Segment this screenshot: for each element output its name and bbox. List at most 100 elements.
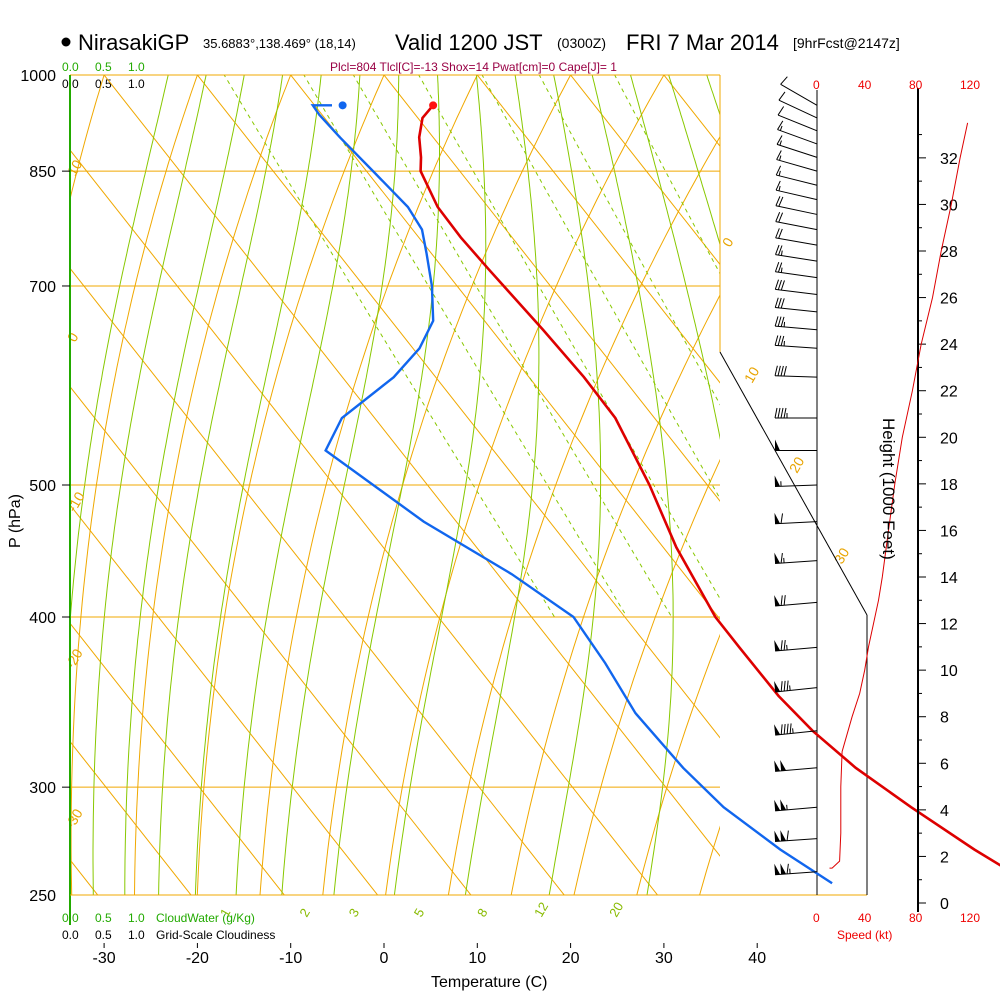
forecast-info: [9hrFcst@2147z]	[793, 35, 900, 51]
moist-adiabat	[235, 75, 361, 895]
height-tick-label: 6	[940, 756, 949, 773]
temp-tick-label: 40	[748, 950, 766, 967]
y-axis-title: P (hPa)	[7, 494, 24, 548]
dry-adiabat	[573, 458, 720, 895]
barb-full	[776, 135, 783, 145]
barb-full	[774, 261, 780, 272]
barb-full	[786, 863, 789, 874]
barb-half	[779, 125, 783, 131]
barb-full	[778, 212, 784, 223]
wind-barb	[774, 297, 818, 313]
dry-adiabat	[70, 75, 198, 895]
barb-pennant	[780, 830, 787, 842]
barb-half	[778, 185, 781, 191]
barb-full	[780, 513, 784, 524]
barb-staff	[775, 560, 818, 565]
barb-half	[789, 685, 791, 691]
legend-green-0: 0.0	[62, 60, 79, 74]
barb-full	[777, 365, 781, 376]
moist-adiabat	[668, 75, 720, 247]
barb-half	[779, 140, 782, 146]
barb-full	[780, 407, 784, 419]
dry-adiabat	[636, 633, 720, 895]
speed-tick-bottom: 80	[909, 911, 923, 925]
barb-staff	[775, 730, 818, 736]
mixing-ratio-line	[418, 75, 720, 600]
temp-tick-label: -20	[186, 950, 209, 967]
station-dot-icon	[61, 37, 71, 47]
isotherm-label: 30	[831, 545, 853, 567]
barb-staff	[775, 484, 818, 487]
speed-tick-top: 80	[909, 78, 923, 92]
barb-full	[778, 196, 784, 207]
speed-tick-top: 40	[858, 78, 872, 92]
station-coords: 35.6883°,138.469° (18,14)	[203, 36, 356, 51]
isotherm-line	[70, 267, 565, 895]
barb-pennant	[774, 760, 781, 772]
bottom-legend-green-1: 0.5	[95, 911, 112, 925]
grid-clip	[70, 75, 720, 895]
barb-staff	[776, 143, 818, 158]
speed-axis-title: Speed (kt)	[837, 928, 892, 942]
barb-full	[777, 407, 781, 419]
wind-barb	[774, 365, 818, 378]
temp-tick-label: -30	[93, 950, 116, 967]
barb-half	[780, 250, 783, 256]
barb-staff	[777, 129, 818, 145]
temperature-curve	[417, 104, 1000, 867]
height-tick-label: 26	[940, 291, 958, 308]
pressure-tick-label: 850	[29, 164, 56, 181]
height-tick-label: 22	[940, 384, 958, 401]
height-axis-title: Height (1000 Feet)	[879, 418, 898, 560]
barb-pennant	[774, 863, 781, 875]
barb-pennant	[774, 799, 781, 811]
barb-full	[775, 165, 782, 176]
moist-adiabat	[124, 75, 245, 895]
valid-time: Valid 1200 JST	[395, 30, 543, 55]
valid-utc: (0300Z)	[557, 35, 606, 51]
dry-adiabat	[322, 75, 572, 895]
legend-black-1: 0.5	[95, 77, 112, 91]
mixing-ratio-line	[481, 75, 720, 500]
height-tick-label: 18	[940, 477, 958, 494]
height-tick-label: 16	[940, 523, 958, 540]
isotherm-line	[383, 75, 720, 502]
height-tick-label: 14	[940, 570, 958, 587]
barb-pennant	[775, 439, 780, 451]
barb-staff	[775, 189, 818, 201]
isotherm-label: 10	[741, 364, 763, 386]
barb-pennant	[774, 552, 781, 564]
barb-full	[780, 316, 785, 327]
barb-full	[775, 196, 781, 206]
barb-full	[774, 316, 779, 327]
height-tick-label: 2	[940, 849, 949, 866]
bottom-legend-black-1: 0.5	[95, 928, 112, 942]
pressure-tick-label: 700	[29, 279, 56, 296]
speed-tick-bottom: 40	[858, 911, 872, 925]
height-tick-label: 12	[940, 617, 958, 634]
moist-adiabat	[629, 75, 720, 441]
barb-pennant	[774, 475, 781, 487]
barb-full	[780, 681, 783, 692]
barb-full	[780, 76, 788, 85]
height-tick-label: 10	[940, 663, 958, 680]
barb-full	[774, 297, 779, 308]
valid-date: FRI 7 Mar 2014	[626, 30, 779, 55]
dry-adiabat	[510, 293, 720, 895]
barb-pennant	[780, 863, 787, 875]
bottom-legend-black-2: 1.0	[128, 928, 145, 942]
height-tick-label: 28	[940, 244, 958, 261]
barb-full	[777, 262, 783, 273]
wind-barb	[776, 150, 818, 172]
wind-barb	[780, 76, 818, 106]
speed-tick-top: 0	[813, 78, 820, 92]
isotherm-line	[70, 385, 472, 895]
barb-staff	[776, 174, 818, 186]
wind-barb	[774, 640, 818, 652]
axis-labels: 250 300 400 500 700 850 1000 -30 -20 -10 0 10 20 30 40	[20, 68, 766, 967]
legend-green-1: 0.5	[95, 60, 112, 74]
wind-barb	[774, 279, 818, 295]
barb-full	[786, 723, 789, 734]
background-grid	[70, 74, 720, 895]
station-name: NirasakiGP	[78, 30, 189, 55]
